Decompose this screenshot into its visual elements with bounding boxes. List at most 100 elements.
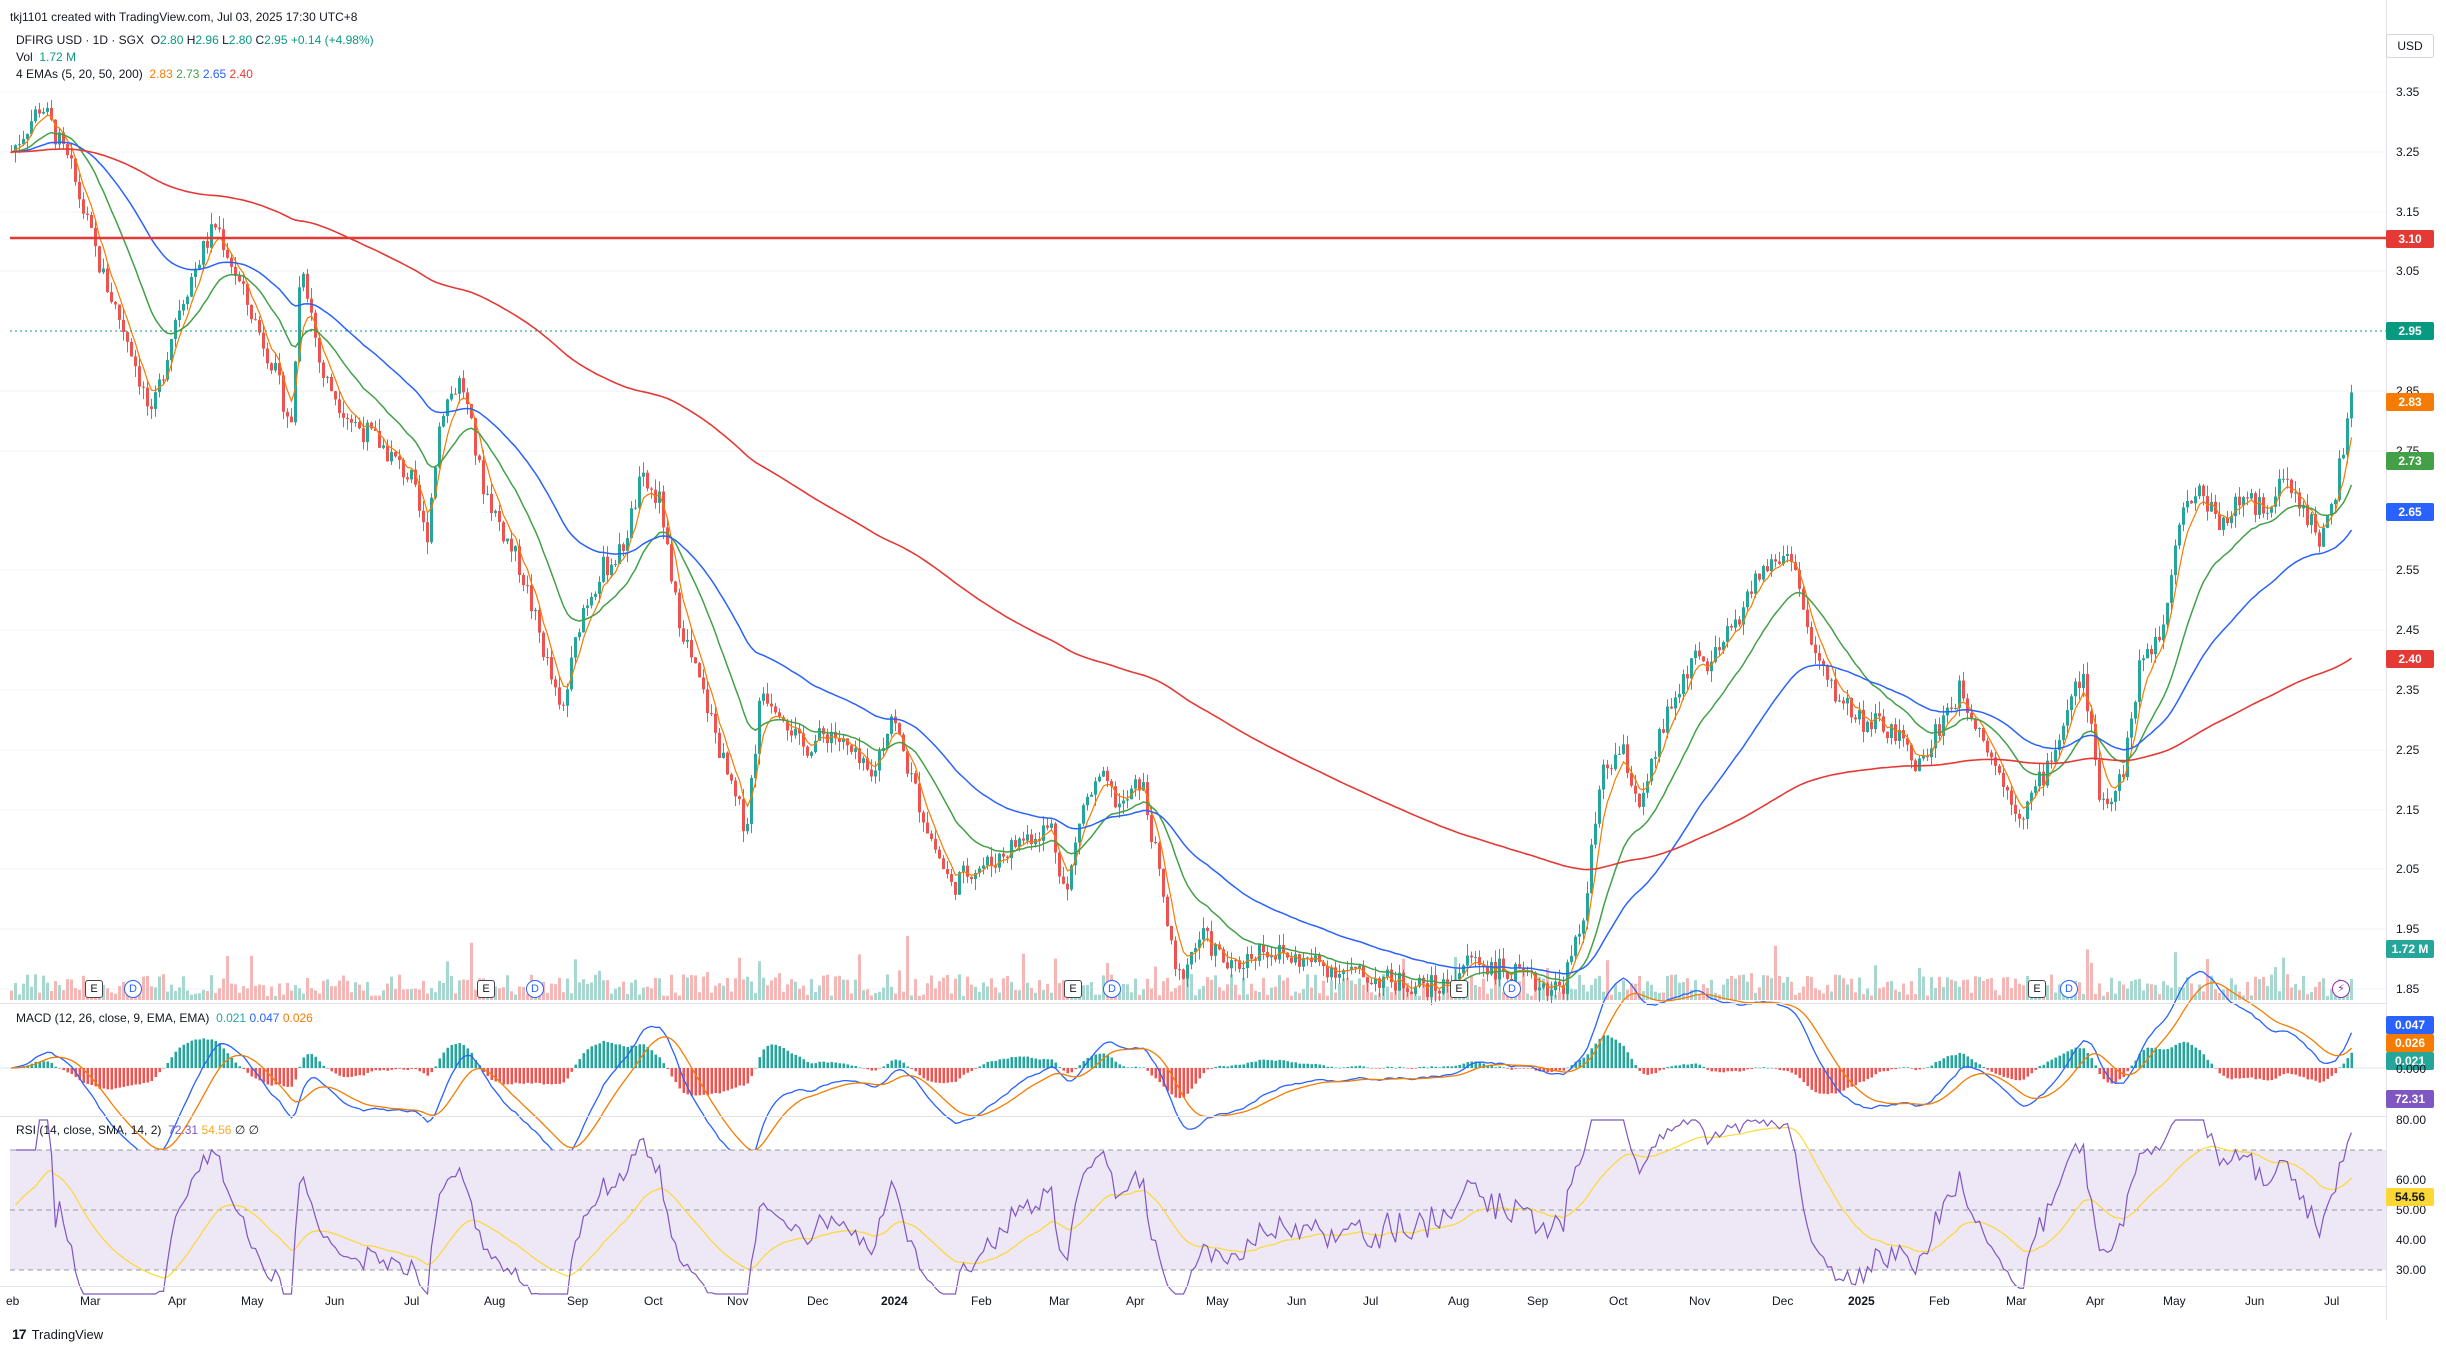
earnings-icon[interactable]: E [477,980,495,998]
volume-bar [106,988,109,1000]
candle-body [1178,969,1181,971]
rsi-legend[interactable]: RSI (14, close, SMA, 14, 2) 72.31 54.56 … [16,1122,259,1139]
dividend-icon[interactable]: D [526,980,544,998]
volume-bar [1598,975,1601,1000]
volume-bar [354,982,357,1000]
candle-body [2122,774,2125,778]
ema-legend[interactable]: 4 EMAs (5, 20, 50, 200) 2.83 2.73 2.65 2… [16,66,253,83]
macd-hist-bar [470,1052,473,1068]
macd-hist-bar [1194,1068,1197,1084]
volume-bar [286,982,289,1000]
macd-hist-bar [2050,1059,2053,1068]
dividend-icon[interactable]: D [1103,980,1121,998]
rsi-ma-value: 54.56 [201,1123,232,1137]
volume-bar [1918,968,1921,1000]
macd-hist-bar [546,1068,549,1084]
symbol-name[interactable]: DFIRG USD · 1D · SGX [16,33,145,47]
dividend-icon[interactable]: D [2060,980,2078,998]
candle-body [730,774,733,781]
earnings-icon[interactable]: E [1064,980,1082,998]
volume-bar [1630,983,1633,1000]
macd-hist-bar [1294,1062,1297,1068]
volume-bar [1554,994,1557,1000]
macd-hist-bar [2090,1058,2093,1068]
volume-bar [1138,994,1141,1000]
macd-hist-bar [1218,1065,1221,1068]
candle-body [1794,562,1797,571]
candle-body [222,229,225,250]
macd-hist-bar [1402,1067,1405,1068]
volume-bar [1890,981,1893,1000]
candle-body [2094,723,2097,760]
volume-bar [878,991,881,1000]
volume-bar [234,984,237,1000]
candle-body [2330,504,2333,516]
macd-hist-bar [1190,1068,1193,1089]
earnings-icon[interactable]: E [85,980,103,998]
volume-bar [674,992,677,1000]
macd-hist-bar [386,1068,389,1071]
volume-bar [946,974,949,1000]
candle-body [274,363,277,371]
earnings-icon[interactable]: E [2028,980,2046,998]
macd-hist-bar [1694,1063,1697,1068]
volume-bar [1670,974,1673,1000]
candle-body [2186,500,2189,508]
tradingview-brand[interactable]: 17 TradingView [12,1326,103,1342]
candle-body [894,716,897,724]
volume-bar [1986,979,1989,1000]
candle-body [382,445,385,448]
volume-bar [2122,984,2125,1000]
macd-hist-bar [974,1068,977,1069]
macd-hist-bar [1626,1052,1629,1068]
candle-body [1350,966,1353,971]
volume-bar [1818,990,1821,1000]
macd-hist-bar [110,1068,113,1090]
candle-body [798,728,801,734]
volume-bar [1854,992,1857,1000]
volume-bar [1658,992,1661,1000]
macd-hist-bar [1542,1068,1545,1072]
volume-bar [1262,977,1265,1000]
candle-body [1670,706,1673,709]
volume-bar [110,992,113,1000]
candle-body [1842,700,1845,704]
price-macd-divider[interactable] [0,1003,2386,1004]
candle-body [1862,709,1865,732]
candle-body [834,731,837,739]
macd-hist-bar [586,1049,589,1068]
time-label: May [2163,1294,2186,1308]
symbol-legend[interactable]: DFIRG USD · 1D · SGX O2.80 H2.96 L2.80 C… [16,32,374,49]
resistance-price-label: 3.10 [2386,230,2434,248]
macd-rsi-divider[interactable] [0,1116,2386,1117]
volume-bar [178,987,181,1000]
volume-bar [102,985,105,1000]
candle-body [2270,506,2273,513]
earnings-icon[interactable]: E [1450,980,1468,998]
macd-hist-bar [70,1068,73,1075]
macd-legend[interactable]: MACD (12, 26, close, 9, EMA, EMA) 0.021 … [16,1010,313,1027]
candle-body [2342,454,2345,459]
macd-hist-bar [1434,1066,1437,1068]
volume-bar [2218,992,2221,1000]
candle-body [846,738,849,746]
dividend-icon[interactable]: D [1503,980,1521,998]
candle-body [1298,954,1301,967]
candle-body [710,713,713,715]
currency-button[interactable]: USD [2386,34,2434,58]
volume-bar [218,988,221,1000]
candle-body [814,740,817,753]
dividend-icon[interactable]: D [124,980,142,998]
volume-bar [546,993,549,1000]
volume-bar [1030,987,1033,1000]
volume-legend[interactable]: Vol 1.72 M [16,49,76,66]
candle-body [806,746,809,756]
flash-icon[interactable]: ⚡ [2332,980,2350,998]
macd-hist-bar [1286,1061,1289,1068]
candle-body [1754,573,1757,594]
volume-bar [622,981,625,1000]
macd-hist-bar [1010,1057,1013,1068]
candle-body [2310,513,2313,526]
volume-bar [1806,976,1809,1000]
